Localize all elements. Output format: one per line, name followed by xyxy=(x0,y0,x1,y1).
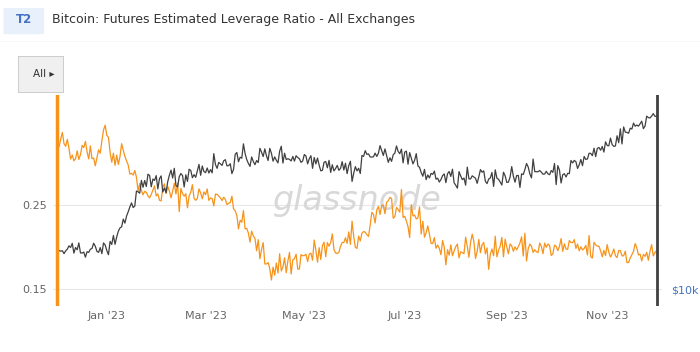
FancyBboxPatch shape xyxy=(4,8,44,34)
Text: glassnode: glassnode xyxy=(272,184,442,217)
Text: T2: T2 xyxy=(15,13,32,25)
Text: Bitcoin: Futures Estimated Leverage Ratio - All Exchanges: Bitcoin: Futures Estimated Leverage Rati… xyxy=(52,13,416,25)
Text: All ▸: All ▸ xyxy=(34,69,55,79)
